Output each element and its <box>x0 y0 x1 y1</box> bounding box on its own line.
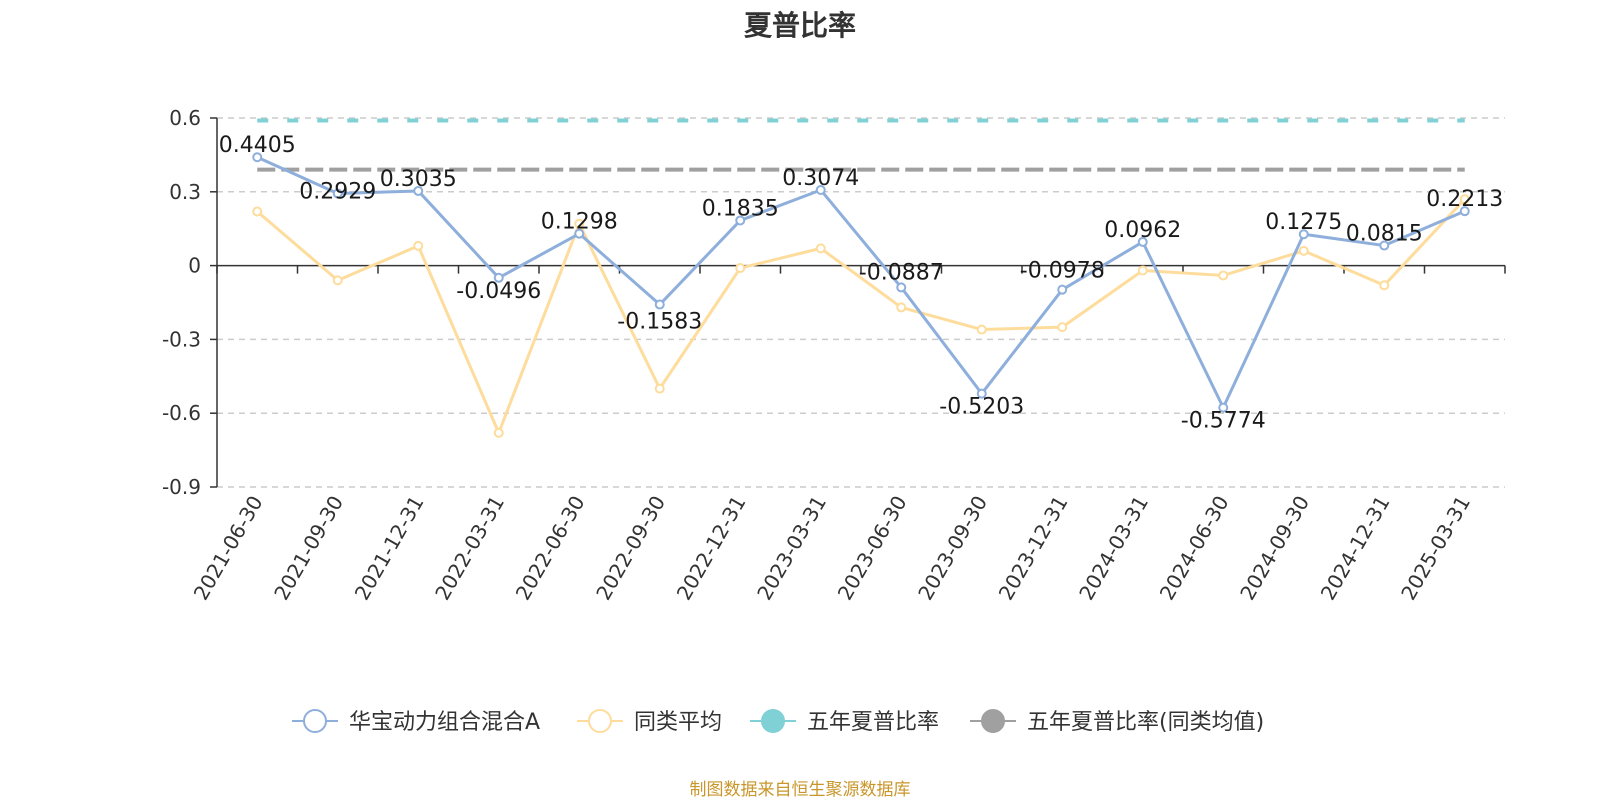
legend-item[interactable]: 同类平均 <box>577 709 722 735</box>
x-tick-label: 2023-09-30 <box>913 492 992 605</box>
x-tick-label: 2025-03-31 <box>1396 492 1475 605</box>
fund-point <box>815 184 826 195</box>
fund-point <box>1218 402 1229 413</box>
fund-point <box>332 188 343 199</box>
data-label: 0.3035 <box>380 167 457 192</box>
x-tick-label: 2024-06-30 <box>1155 492 1234 605</box>
reference-lines <box>257 118 1465 172</box>
category-average-point <box>654 383 665 394</box>
x-tick-label: 2021-12-31 <box>350 492 429 605</box>
category-average-point <box>1137 265 1148 276</box>
category-average-point <box>1057 322 1068 333</box>
data-label: 0.2929 <box>299 180 376 205</box>
y-tick-label: -0.9 <box>162 475 201 499</box>
y-tick-label: 0.3 <box>169 180 201 204</box>
legend-marker <box>981 709 1005 733</box>
legend-label: 五年夏普比率(同类均值) <box>1027 710 1264 735</box>
x-tick-label: 2022-09-30 <box>591 492 670 605</box>
x-tick-label: 2023-06-30 <box>833 492 912 605</box>
legend: 华宝动力组合混合A 同类平均 五年夏普比率 五年夏普比率(同类均值) <box>292 709 1264 735</box>
data-label: 0.1275 <box>1265 210 1342 235</box>
legend-label: 五年夏普比率 <box>807 710 939 735</box>
legend-marker <box>588 709 612 733</box>
category-average-point <box>1298 245 1309 256</box>
legend-marker <box>303 709 327 733</box>
data-label: -0.0978 <box>1020 259 1105 284</box>
x-tick-label: 2024-12-31 <box>1316 492 1395 605</box>
category-average-point <box>332 275 343 286</box>
legend-item[interactable]: 华宝动力组合混合A <box>292 709 540 735</box>
data-label: 0.4405 <box>219 133 296 158</box>
data-label: -0.5774 <box>1181 409 1266 434</box>
category-average-line <box>256 198 1466 435</box>
x-tick-label: 2023-12-31 <box>994 492 1073 605</box>
category-average-point <box>252 206 263 217</box>
fund-point <box>493 272 504 283</box>
category-average-point <box>976 324 987 335</box>
legend-item[interactable]: 五年夏普比率 <box>750 709 939 735</box>
legend-marker <box>761 709 785 733</box>
category-average-point <box>493 427 504 438</box>
legend-label: 华宝动力组合混合A <box>349 710 540 735</box>
fund-point <box>1379 240 1390 251</box>
x-tick-label: 2022-06-30 <box>511 492 590 605</box>
y-tick-label: 0.6 <box>169 106 201 130</box>
fund-point <box>1137 236 1148 247</box>
chart-title: 夏普比率 <box>743 9 856 42</box>
data-label: -0.1583 <box>617 310 702 335</box>
fund-point <box>654 299 665 310</box>
fund-point <box>976 388 987 399</box>
fund-point <box>574 228 585 239</box>
x-tick-label: 2021-09-30 <box>269 492 348 605</box>
x-tick-label: 2022-03-31 <box>430 492 509 605</box>
category-average-point <box>1218 270 1229 281</box>
fund-point <box>1459 206 1470 217</box>
category-average-point <box>815 243 826 254</box>
x-tick-label: 2022-12-31 <box>672 492 751 605</box>
category-average-point <box>735 263 746 274</box>
data-label: 0.2213 <box>1426 187 1503 212</box>
y-tick-label: -0.3 <box>162 327 201 351</box>
data-label: -0.0887 <box>859 260 944 285</box>
fund-point <box>413 185 424 196</box>
x-tick-label: 2024-09-30 <box>1235 492 1314 605</box>
fund-line <box>256 155 1466 410</box>
data-label: 0.1835 <box>702 196 779 221</box>
category-average-point <box>1379 280 1390 291</box>
data-label: -0.5203 <box>939 395 1024 420</box>
data-label: 0.3074 <box>782 166 859 191</box>
fund-point <box>735 215 746 226</box>
legend-item[interactable]: 五年夏普比率(同类均值) <box>970 709 1264 735</box>
category-average-point <box>413 240 424 251</box>
x-tick-label: 2021-06-30 <box>189 492 268 605</box>
series-lines <box>252 152 1470 438</box>
category-average-point <box>1459 194 1470 205</box>
source-note: 制图数据来自恒生聚源数据库 <box>689 780 911 800</box>
data-label: 0.0962 <box>1104 218 1181 243</box>
fund-point <box>896 282 907 293</box>
y-tick-label: -0.6 <box>162 401 201 425</box>
fund-point <box>252 152 263 163</box>
legend-label: 同类平均 <box>634 710 722 735</box>
x-tick-label: 2024-03-31 <box>1074 492 1153 605</box>
grid-layer <box>217 117 1505 488</box>
x-tick-label: 2023-03-31 <box>752 492 831 605</box>
fund-point <box>1057 284 1068 295</box>
data-label: -0.0496 <box>456 279 541 304</box>
data-label: 0.0815 <box>1346 222 1423 247</box>
y-tick-label: 0 <box>188 254 201 278</box>
category-average-point <box>574 218 585 229</box>
category-average-point <box>896 302 907 313</box>
fund-point <box>1298 229 1309 240</box>
data-label: 0.1298 <box>541 210 618 235</box>
